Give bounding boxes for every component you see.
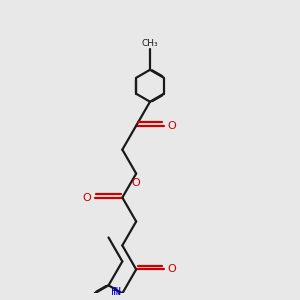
Text: O: O [167,264,176,274]
Text: H: H [111,287,118,297]
Text: O: O [82,193,91,202]
Text: CH₃: CH₃ [142,39,158,48]
Text: O: O [132,178,140,188]
Text: N: N [112,287,121,297]
Text: O: O [167,121,176,131]
